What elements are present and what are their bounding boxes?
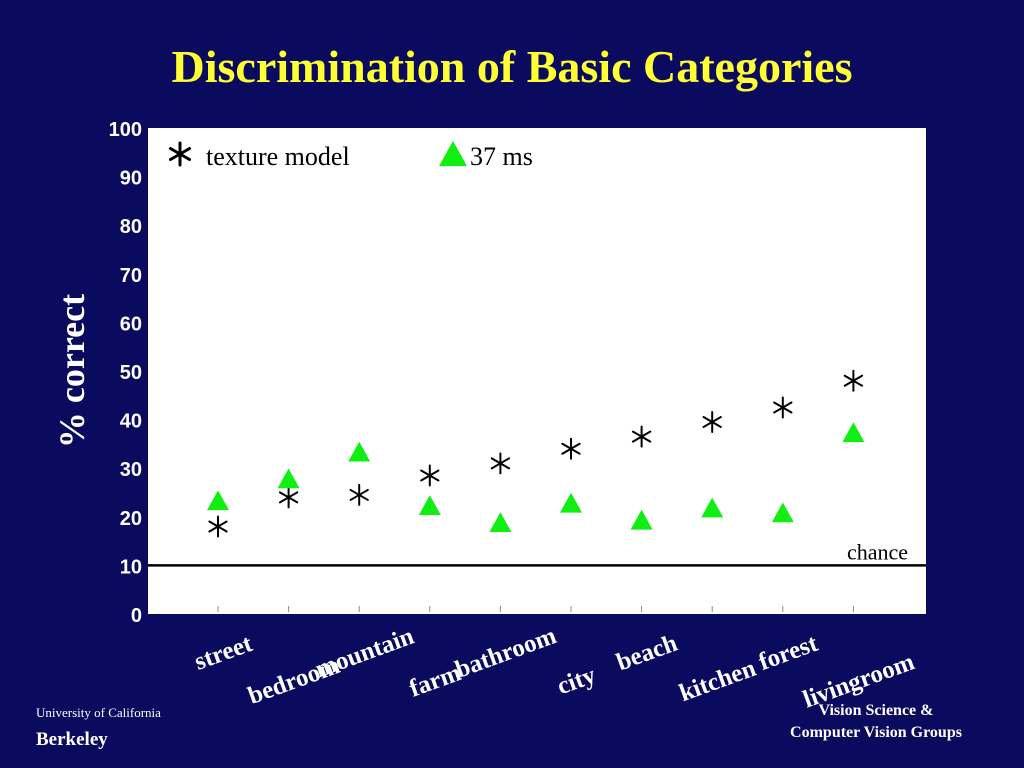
legend-asterisk-icon: [168, 141, 192, 167]
university-credit: University of California Berkeley: [36, 705, 161, 751]
ms37-point: [630, 509, 653, 530]
y-axis: 0 10 20 30 40 50 60 70 80 90 100: [109, 119, 142, 627]
plot-area: [148, 128, 926, 614]
ms37-point: [207, 490, 229, 511]
ms37-point: [418, 495, 441, 515]
x-tick-label: mountain: [312, 623, 418, 684]
campus-name: Berkeley: [36, 729, 108, 750]
legend-triangle-icon: [439, 140, 467, 167]
ms37-point: [277, 468, 300, 489]
ms37-point: [842, 422, 865, 443]
texture-model-point: [631, 425, 652, 448]
chance-label: chance: [847, 539, 908, 564]
ms37-point: [348, 441, 371, 462]
texture-model-point: [773, 396, 793, 419]
y-tick-label: 70: [120, 265, 142, 287]
texture-model-point: [420, 464, 440, 487]
slide-title: Discrimination of Basic Categories: [171, 41, 853, 92]
chance-line-group: chance: [148, 539, 926, 567]
group-name-line2: Computer Vision Groups: [790, 724, 962, 741]
ms37-point: [560, 492, 582, 513]
texture-model-point: [702, 411, 722, 434]
x-axis: streetbedroommountainfarmbathroomcitybea…: [191, 606, 918, 714]
x-tick-label: beach: [613, 630, 681, 677]
texture-model-point: [278, 486, 299, 509]
y-tick-label: 40: [120, 411, 142, 433]
texture-model-point: [349, 483, 369, 506]
y-axis-label: % correct: [52, 294, 92, 448]
data-marks: [207, 369, 865, 538]
x-tick-label: kitchen: [676, 655, 760, 707]
texture-model-point: [561, 437, 581, 460]
group-name-line1: Vision Science &: [818, 702, 934, 719]
x-tick-label: street: [191, 630, 257, 676]
group-credit: Vision Science & Computer Vision Groups: [756, 700, 996, 744]
y-tick-label: 90: [120, 168, 142, 190]
ms37-point: [701, 497, 724, 518]
texture-model-point: [490, 452, 511, 475]
ms37-point: [489, 512, 512, 533]
x-tick-label: city: [554, 661, 600, 700]
y-tick-label: 0: [131, 605, 142, 627]
y-tick-label: 60: [120, 313, 142, 335]
y-tick-label: 10: [120, 556, 142, 578]
y-tick-label: 100: [109, 119, 142, 141]
x-tick-label: bathroom: [452, 622, 560, 683]
legend-texture-model-label: texture model: [206, 142, 350, 171]
y-tick-label: 30: [120, 459, 142, 481]
legend: texture model 37 ms: [168, 140, 533, 171]
ms37-point: [771, 502, 794, 523]
university-name: University of California: [36, 705, 161, 720]
x-tick-label: forest: [755, 630, 822, 676]
y-tick-label: 50: [120, 362, 142, 384]
y-tick-label: 80: [120, 216, 142, 238]
y-tick-label: 20: [120, 508, 142, 530]
texture-model-point: [208, 515, 228, 538]
legend-37ms-label: 37 ms: [470, 142, 533, 171]
texture-model-point: [843, 369, 864, 392]
